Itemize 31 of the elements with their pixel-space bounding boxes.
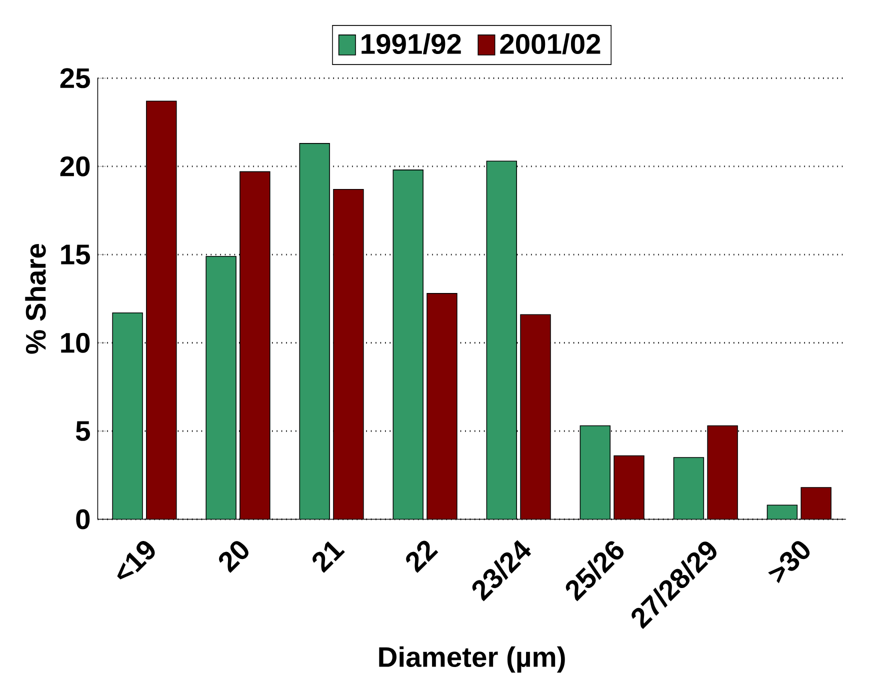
- x-tick-label: 22: [406, 540, 438, 574]
- bar: [520, 314, 550, 520]
- legend-label: 1991/92: [362, 33, 461, 55]
- bar: [580, 426, 610, 520]
- bar: [708, 426, 738, 520]
- bar: [393, 170, 424, 520]
- bar: [800, 487, 832, 520]
- bar: [333, 190, 364, 520]
- y-tick-label: 5: [76, 421, 90, 442]
- x-tick-label: <19: [117, 541, 155, 580]
- bar: [300, 144, 330, 520]
- bar: [240, 172, 270, 520]
- bar: [427, 294, 457, 520]
- bar: [614, 456, 644, 520]
- legend-label: 2001/02: [500, 33, 600, 55]
- y-tick-label: 15: [61, 244, 90, 265]
- bar: [486, 161, 517, 520]
- x-tick-label: >30: [768, 541, 810, 584]
- x-tick-label: 21: [312, 542, 345, 574]
- y-tick-label: 20: [60, 156, 90, 177]
- bar: [674, 458, 704, 520]
- y-tick-label: 0: [76, 509, 90, 530]
- x-axis-title: Diameter (µm): [379, 646, 565, 673]
- bar: [112, 313, 143, 520]
- bar: [766, 504, 798, 520]
- y-tick-label: 10: [61, 333, 90, 354]
- y-axis-title: % Share: [25, 244, 46, 354]
- bar: [146, 101, 176, 520]
- bar: [206, 256, 236, 520]
- y-tick-label: 25: [60, 68, 90, 88]
- x-tick-label: 20: [219, 541, 248, 574]
